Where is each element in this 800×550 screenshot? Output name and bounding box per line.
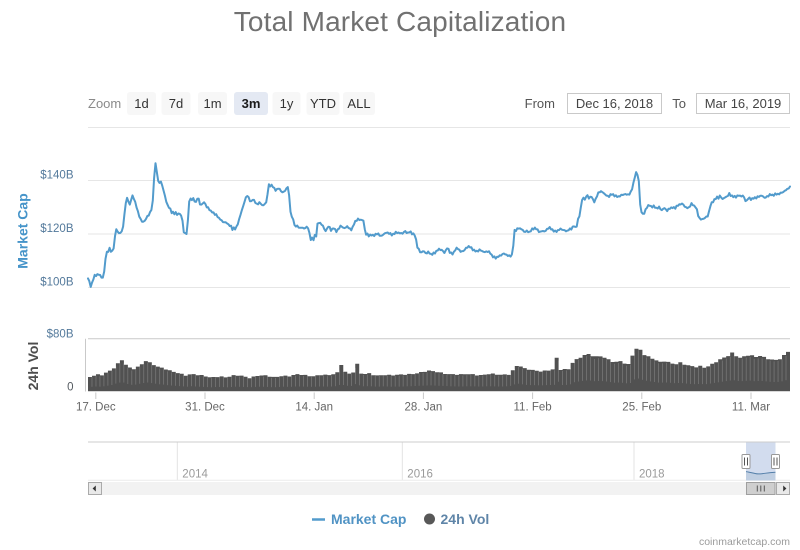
svg-text:ALL: ALL <box>347 96 370 111</box>
svg-text:1d: 1d <box>134 96 148 111</box>
svg-text:Dec 16, 2018: Dec 16, 2018 <box>576 96 653 111</box>
svg-text:7d: 7d <box>169 96 183 111</box>
svg-text:coinmarketcap.com: coinmarketcap.com <box>699 536 790 548</box>
svg-text:YTD: YTD <box>310 96 336 111</box>
svg-text:3m: 3m <box>242 96 261 111</box>
svg-text:$140B: $140B <box>40 170 74 182</box>
svg-text:Zoom: Zoom <box>88 96 121 111</box>
svg-text:Mar 16, 2019: Mar 16, 2019 <box>705 96 782 111</box>
svg-text:1m: 1m <box>203 96 221 111</box>
svg-text:2014: 2014 <box>182 469 208 481</box>
svg-text:To: To <box>672 96 686 111</box>
svg-text:0: 0 <box>67 382 73 394</box>
svg-text:24h Vol: 24h Vol <box>441 511 490 527</box>
svg-text:Total Market Capitalization: Total Market Capitalization <box>234 6 566 37</box>
svg-text:2016: 2016 <box>407 469 433 481</box>
svg-text:31. Dec: 31. Dec <box>185 402 225 414</box>
svg-text:11. Mar: 11. Mar <box>732 402 770 414</box>
svg-text:11. Feb: 11. Feb <box>514 402 552 414</box>
svg-text:14. Jan: 14. Jan <box>295 402 333 414</box>
svg-text:24h Vol: 24h Vol <box>25 342 41 391</box>
svg-text:Market Cap: Market Cap <box>15 193 31 268</box>
svg-text:2018: 2018 <box>639 469 665 481</box>
svg-text:Market Cap: Market Cap <box>331 511 406 527</box>
svg-text:$100B: $100B <box>40 277 74 289</box>
svg-text:1y: 1y <box>280 96 294 111</box>
svg-text:From: From <box>525 96 555 111</box>
svg-text:$120B: $120B <box>40 223 74 235</box>
svg-text:25. Feb: 25. Feb <box>622 402 661 414</box>
svg-text:28. Jan: 28. Jan <box>405 402 443 414</box>
svg-text:17. Dec: 17. Dec <box>76 402 116 414</box>
svg-text:$80B: $80B <box>47 329 74 341</box>
